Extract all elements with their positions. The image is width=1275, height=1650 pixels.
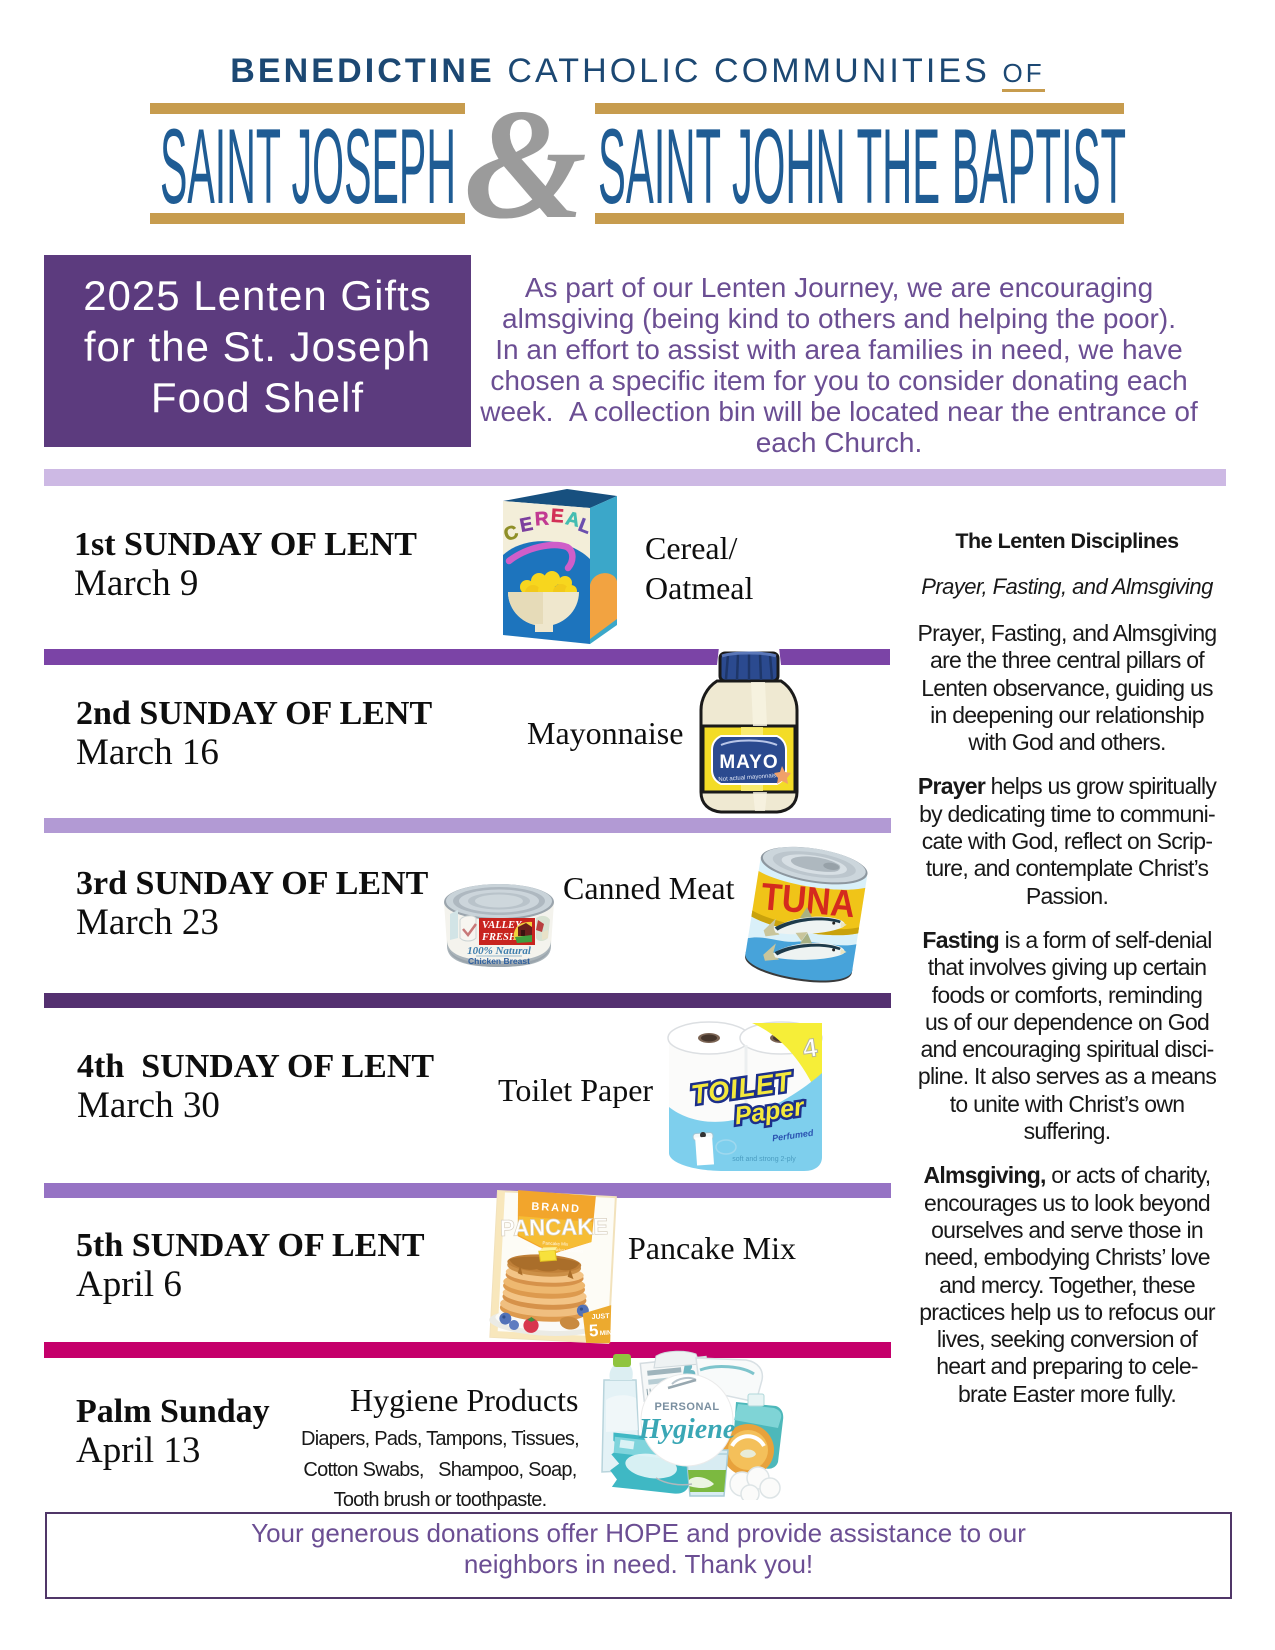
svg-text:R: R	[534, 508, 549, 530]
svg-text:4: 4	[801, 1032, 820, 1064]
svg-text:SAINT JOHN THE BAPTIST: SAINT JOHN THE BAPTIST	[598, 106, 1126, 226]
svg-text:MAYO: MAYO	[719, 752, 778, 773]
svg-text:soft and strong 2-ply: soft and strong 2-ply	[732, 1156, 796, 1163]
svg-text:BRAND: BRAND	[531, 1201, 581, 1216]
svg-text:FRESH: FRESH	[481, 932, 518, 943]
svg-text:VALLEY: VALLEY	[482, 920, 523, 931]
svg-text:A: A	[564, 508, 582, 532]
svg-text:Hygiene: Hygiene	[638, 1414, 735, 1445]
svg-text:Pancake Mix: Pancake Mix	[542, 1240, 569, 1246]
svg-text:SAINT JOSEPH: SAINT JOSEPH	[160, 106, 456, 226]
svg-text:JUST: JUST	[591, 1313, 610, 1321]
svg-text:100% Natural: 100% Natural	[467, 945, 532, 957]
svg-text:E: E	[518, 514, 534, 537]
svg-text:MIN: MIN	[600, 1330, 613, 1338]
svg-text:PERSONAL: PERSONAL	[654, 1401, 719, 1413]
svg-text:5: 5	[588, 1321, 598, 1340]
svg-text:Chicken Breast: Chicken Breast	[468, 956, 530, 966]
svg-text:PANCAKE: PANCAKE	[500, 1213, 608, 1241]
svg-text:&: &	[464, 95, 587, 240]
svg-text:E: E	[550, 506, 564, 528]
svg-text:Not actual mayonnaise: Not actual mayonnaise	[718, 773, 780, 783]
